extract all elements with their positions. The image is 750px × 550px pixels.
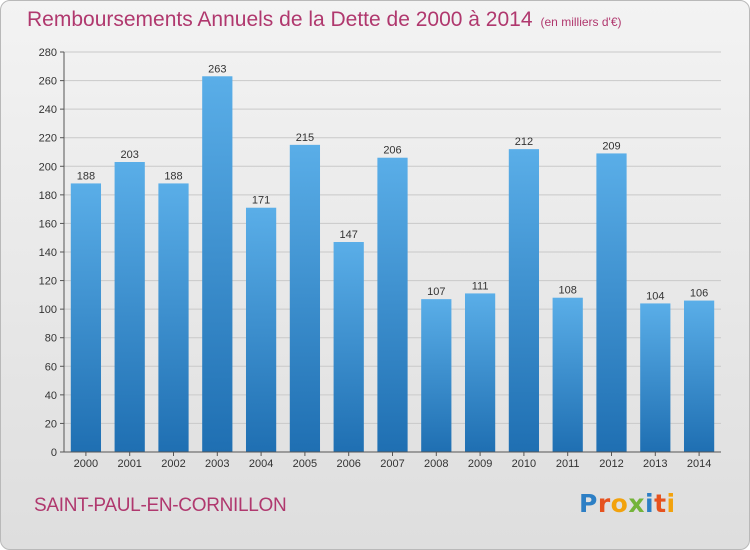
chart-title: Remboursements Annuels de la Dette de 20… <box>27 8 622 32</box>
bar-2007 <box>377 157 408 452</box>
y-tick-label: 120 <box>39 276 57 288</box>
x-tick-label-2014: 2014 <box>687 458 711 470</box>
x-tick-label-2006: 2006 <box>336 458 360 470</box>
data-label-2006: 147 <box>340 229 358 241</box>
bar-2002 <box>158 183 189 452</box>
bar-2004 <box>245 207 277 452</box>
bar-2006 <box>333 242 364 452</box>
data-label-2004: 171 <box>252 195 270 207</box>
data-label-2000: 188 <box>77 170 95 182</box>
bar-2011 <box>552 297 583 452</box>
x-tick-label-2003: 2003 <box>205 458 229 470</box>
data-label-2008: 107 <box>427 286 445 298</box>
data-label-2012: 209 <box>602 140 620 152</box>
y-tick-label: 140 <box>39 247 57 259</box>
data-label-2009: 111 <box>472 280 489 292</box>
bar-2010 <box>508 149 540 452</box>
data-label-2014: 106 <box>690 288 708 300</box>
data-label-2001: 203 <box>121 149 139 161</box>
bar-2000 <box>70 183 102 452</box>
bar-2001 <box>114 162 145 452</box>
x-tick-label-2002: 2002 <box>161 458 185 470</box>
y-tick-label: 220 <box>39 133 57 145</box>
y-tick-label: 80 <box>45 333 57 345</box>
data-label-2011: 108 <box>559 285 577 297</box>
bar-2014 <box>683 300 715 452</box>
data-label-2002: 188 <box>164 170 182 182</box>
x-tick-label-2004: 2004 <box>249 458 273 470</box>
x-tick-label-2007: 2007 <box>380 458 404 470</box>
y-tick-label: 200 <box>39 161 57 173</box>
bar-2008 <box>421 299 452 452</box>
x-tick-label-2013: 2013 <box>643 458 667 470</box>
commune-name: SAINT-PAUL-EN-CORNILLON <box>34 495 287 516</box>
x-tick-label-2009: 2009 <box>468 458 492 470</box>
data-label-2007: 206 <box>383 145 401 157</box>
bar-2005 <box>289 144 321 452</box>
y-tick-label: 40 <box>45 390 57 402</box>
y-tick-label: 280 <box>39 47 57 59</box>
data-label-2003: 263 <box>208 63 226 75</box>
bar-2013 <box>640 303 671 452</box>
bar-2009 <box>464 293 496 452</box>
x-tick-label-2010: 2010 <box>512 458 536 470</box>
data-label-2013: 104 <box>646 290 664 302</box>
x-tick-label-2005: 2005 <box>293 458 317 470</box>
x-tick-label-2011: 2011 <box>556 458 580 470</box>
y-tick-label: 0 <box>51 447 57 459</box>
y-tick-label: 260 <box>39 76 57 88</box>
y-tick-label: 160 <box>39 218 57 230</box>
x-tick-label-2012: 2012 <box>599 458 623 470</box>
data-label-2010: 212 <box>515 136 533 148</box>
y-tick-label: 100 <box>39 304 57 316</box>
y-tick-label: 180 <box>39 190 57 202</box>
bar-2012 <box>596 153 627 452</box>
bar-2003 <box>202 76 233 453</box>
y-tick-label: 240 <box>39 104 57 116</box>
y-tick-label: 60 <box>45 361 57 373</box>
data-label-2005: 215 <box>296 132 314 144</box>
y-tick-label: 20 <box>45 418 57 430</box>
x-tick-label-2008: 2008 <box>424 458 448 470</box>
x-tick-label-2001: 2001 <box>117 458 141 470</box>
x-tick-label-2000: 2000 <box>74 458 98 470</box>
proxiti-logo: Proxiti <box>579 489 676 518</box>
chart-title-text: Remboursements Annuels de la Dette de 20… <box>27 8 533 31</box>
chart-unit: (en milliers d'€) <box>540 15 622 29</box>
